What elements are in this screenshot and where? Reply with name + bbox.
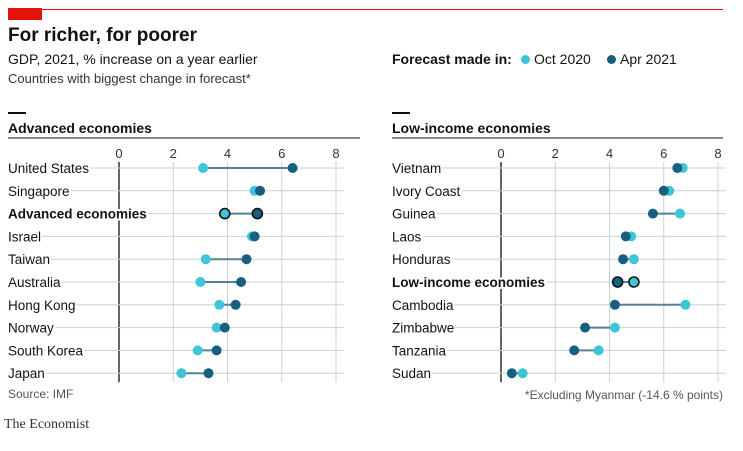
- legend-title: Forecast made in:: [392, 51, 512, 67]
- panel-rule-right: [392, 112, 410, 114]
- panel-title-low-income: Low-income economies: [392, 120, 551, 136]
- tick-label: 6: [660, 146, 667, 161]
- dot-oct-2020: [176, 368, 187, 379]
- dot-oct-2020: [211, 322, 222, 333]
- dot-oct-2020: [218, 207, 231, 220]
- footnote: *Excluding Myanmar (-14.6 % points): [524, 388, 723, 402]
- dot-apr-2021: [506, 368, 517, 379]
- dot-apr-2021: [211, 345, 222, 356]
- dot-oct-2020: [628, 276, 640, 288]
- top-rule: [8, 9, 723, 10]
- dot-apr-2021: [251, 207, 264, 220]
- dot-oct-2020: [192, 345, 203, 356]
- dot-oct-2020: [628, 254, 639, 265]
- dot-oct-2020: [195, 277, 206, 287]
- tick-label: 2: [552, 146, 559, 161]
- category-label: Low-income economies: [392, 275, 545, 290]
- dot-oct-2020: [517, 368, 528, 379]
- category-label: Japan: [8, 366, 45, 381]
- dot-oct-2020: [214, 299, 225, 310]
- dot-apr-2021: [647, 208, 658, 219]
- dot-apr-2021: [255, 185, 266, 196]
- category-label: Cambodia: [392, 298, 454, 313]
- dot-apr-2021: [203, 368, 214, 379]
- tick-label: 6: [278, 146, 285, 161]
- category-label: Australia: [8, 275, 61, 290]
- dot-apr-2021: [241, 254, 252, 265]
- category-label: Zimbabwe: [392, 321, 454, 336]
- tick-label: 4: [606, 146, 613, 161]
- dot-oct-2020: [675, 208, 686, 219]
- economist-red-tag: [8, 8, 42, 20]
- category-label: Ivory Coast: [392, 184, 461, 199]
- category-label: Honduras: [392, 252, 451, 267]
- chart-note: Countries with biggest change in forecas…: [8, 71, 251, 86]
- category-label: United States: [8, 161, 89, 176]
- dot-apr-2021: [580, 322, 591, 333]
- tick-label: 0: [115, 146, 122, 161]
- chart-title: For richer, for poorer: [8, 25, 197, 46]
- dot-oct-2020: [609, 322, 620, 333]
- legend-label-apr-2021: Apr 2021: [620, 51, 677, 67]
- chart-subtitle: GDP, 2021, % increase on a year earlier: [8, 51, 258, 67]
- dot-apr-2021: [249, 231, 260, 242]
- tick-label: 2: [170, 146, 177, 161]
- category-label: Hong Kong: [8, 298, 76, 313]
- legend-dot-oct-2020: [521, 55, 530, 64]
- tick-label: 8: [714, 146, 721, 161]
- dot-oct-2020: [198, 163, 209, 173]
- dot-apr-2021: [609, 299, 620, 310]
- tick-label: 8: [332, 146, 339, 161]
- category-label: Taiwan: [8, 252, 50, 267]
- category-label: South Korea: [8, 343, 84, 358]
- dot-apr-2021: [658, 185, 669, 196]
- brand-logo-text: The Economist: [4, 417, 90, 432]
- dot-oct-2020: [200, 254, 211, 265]
- category-label: Tanzania: [392, 343, 447, 358]
- dot-oct-2020: [593, 345, 604, 356]
- dot-apr-2021: [620, 231, 631, 242]
- dot-oct-2020: [680, 299, 691, 310]
- dot-apr-2021: [672, 163, 683, 173]
- tick-label: 4: [224, 146, 231, 161]
- category-label: Israel: [8, 229, 41, 244]
- category-label: Vietnam: [392, 161, 441, 176]
- dot-apr-2021: [287, 163, 298, 173]
- dot-apr-2021: [611, 276, 624, 288]
- category-label: Guinea: [392, 207, 436, 222]
- source-note: Source: IMF: [8, 387, 74, 401]
- legend-label-oct-2020: Oct 2020: [534, 51, 591, 67]
- category-label: Singapore: [8, 184, 70, 199]
- legend-dot-apr-2021: [607, 55, 616, 64]
- category-label: Advanced economies: [8, 207, 147, 222]
- panel-rule-left: [8, 112, 26, 114]
- category-label: Sudan: [392, 366, 431, 381]
- dot-apr-2021: [618, 254, 629, 265]
- category-label: Laos: [392, 229, 422, 244]
- dot-apr-2021: [236, 277, 247, 287]
- tick-label: 0: [497, 146, 504, 161]
- dot-apr-2021: [219, 322, 230, 333]
- category-label: Norway: [8, 321, 54, 336]
- dot-apr-2021: [230, 299, 241, 310]
- panel-title-advanced: Advanced economies: [8, 120, 152, 136]
- dot-apr-2021: [569, 345, 580, 356]
